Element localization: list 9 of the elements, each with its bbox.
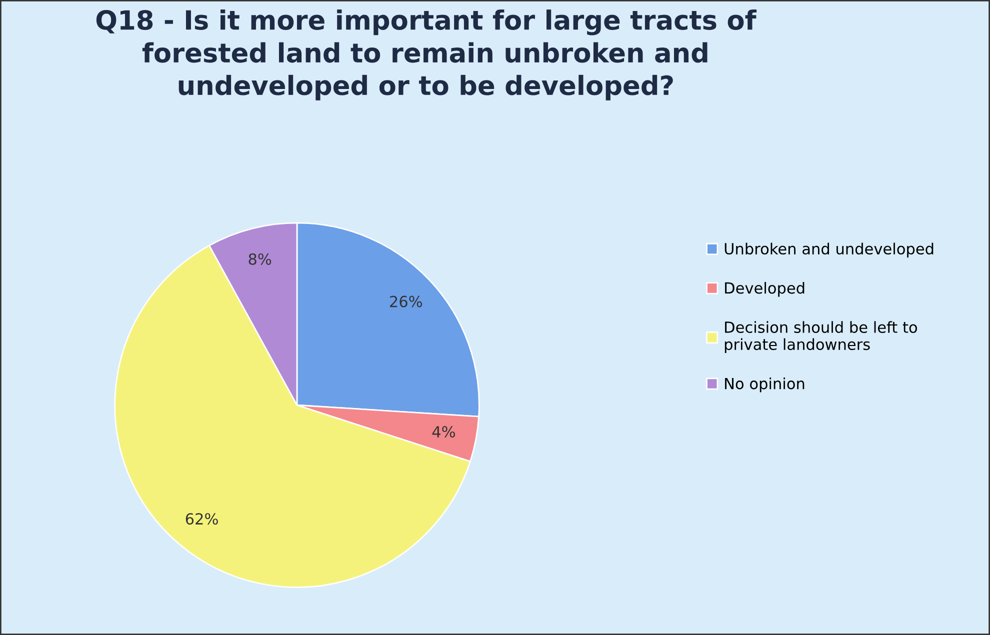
data-label: 26% [390, 296, 422, 308]
legend-label: Developed [725, 282, 804, 297]
legend-label: No opinion [725, 378, 804, 392]
data-label: 62% [186, 513, 218, 525]
chart-title: Q18 - Is it more important for large tracts of forested land to remain unbroken and undeveloped or to be developed? [96, 10, 757, 100]
data-label: 4% [432, 426, 455, 438]
legend-label: Decision should be left to private landowners [724, 321, 917, 354]
data-label: 8% [248, 253, 272, 265]
legend-label: Unbroken and undeveloped [724, 242, 934, 258]
